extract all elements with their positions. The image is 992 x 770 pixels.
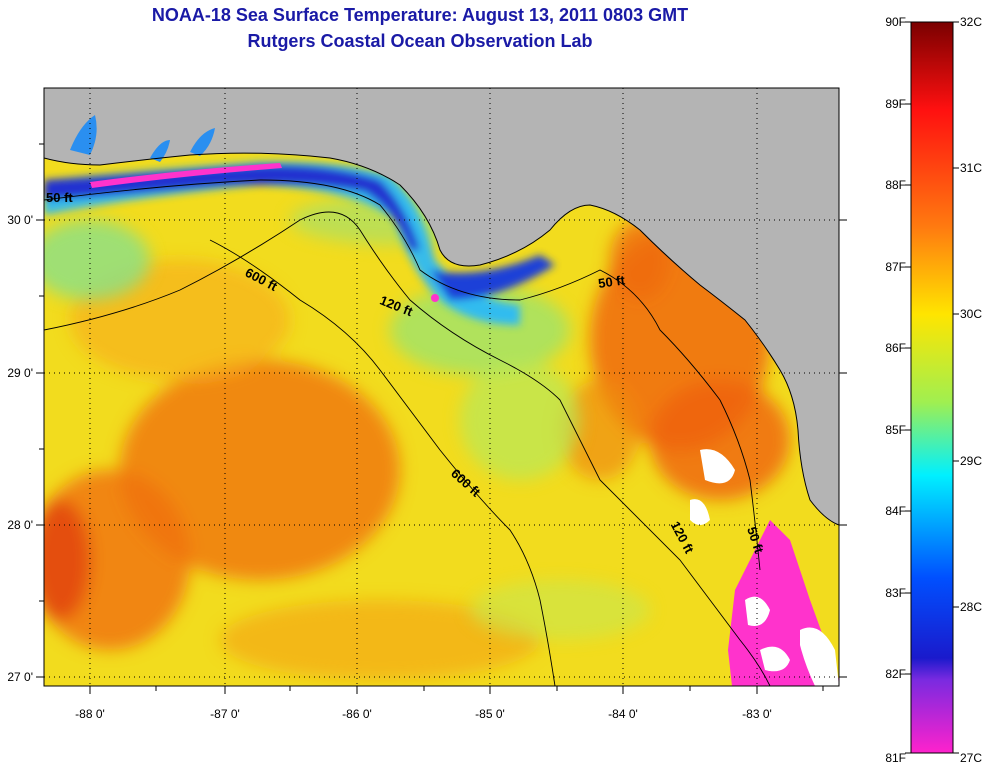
colorbar-c-label: 28C — [960, 600, 982, 614]
colorbar-f-label: 81F — [885, 751, 906, 765]
land-mass — [44, 88, 839, 525]
contour-label: 50 ft — [597, 272, 626, 291]
colorbar-f-label: 83F — [885, 586, 906, 600]
title-line-2: Rutgers Coastal Ocean Observation Lab — [247, 31, 593, 51]
lon-label: -88 0' — [75, 707, 105, 721]
cloud-patches — [690, 449, 839, 686]
title-line-1: NOAA-18 Sea Surface Temperature: August … — [151, 5, 689, 25]
lon-label: -85 0' — [475, 707, 505, 721]
lat-label: 29 0' — [7, 366, 33, 380]
colorbar-f-label: 84F — [885, 504, 906, 518]
lon-label: -87 0' — [210, 707, 240, 721]
colorbar — [910, 21, 954, 754]
colorbar-f-label: 90F — [885, 15, 906, 29]
lat-label: 27 0' — [7, 670, 33, 684]
lon-label: -83 0' — [742, 707, 772, 721]
coastline — [44, 152, 839, 526]
colorbar-f-label: 89F — [885, 97, 906, 111]
axis-ticks — [36, 143, 847, 694]
depth-contours — [44, 179, 771, 686]
contour-label: 50 ft — [46, 190, 73, 205]
lon-label: -84 0' — [608, 707, 638, 721]
colorbar-c-label: 27C — [960, 751, 982, 765]
colorbar-c-label: 30C — [960, 307, 982, 321]
colorbar-c-label: 29C — [960, 454, 982, 468]
colorbar-f-label: 87F — [885, 260, 906, 274]
colorbar-f-label: 85F — [885, 423, 906, 437]
colorbar-f-label: 86F — [885, 341, 906, 355]
map-frame — [43, 87, 840, 687]
colorbar-c-label: 32C — [960, 15, 982, 29]
cold-coastal-band — [44, 161, 555, 325]
map-area — [44, 88, 839, 686]
lat-label: 28 0' — [7, 518, 33, 532]
colorbar-c-label: 31C — [960, 161, 982, 175]
lon-label: -86 0' — [342, 707, 372, 721]
colorbar-ticks — [905, 21, 959, 754]
lat-label: 30 0' — [7, 213, 33, 227]
colorbar-f-label: 82F — [885, 667, 906, 681]
bays — [70, 115, 215, 162]
colorbar-f-label: 88F — [885, 178, 906, 192]
